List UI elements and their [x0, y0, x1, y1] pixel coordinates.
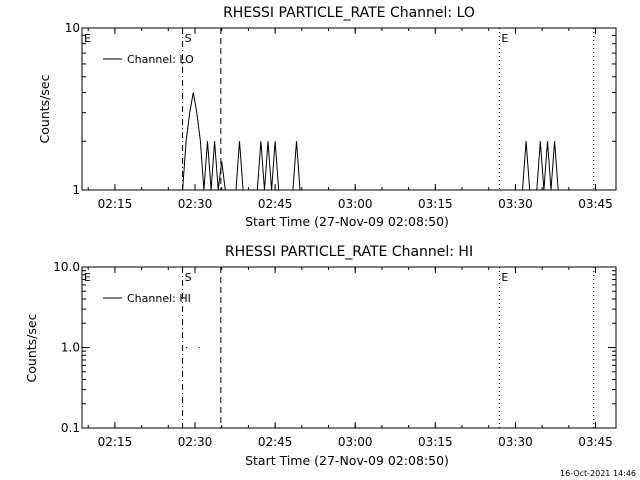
legend-entry: Channel: LO: [127, 53, 194, 66]
x-tick-label: 02:30: [178, 197, 213, 211]
y-tick-label: 1.0: [61, 341, 80, 355]
x-tick-label: 02:15: [98, 197, 133, 211]
marker-label: E: [501, 271, 508, 284]
series-line: [182, 92, 559, 191]
marker-label: E: [84, 271, 91, 284]
chart-panel-hi: RHESSI PARTICLE_RATE Channel: HI 02:15 02…: [24, 244, 617, 468]
x-tick-label: 03:30: [498, 197, 533, 211]
y-axis-label: Counts/sec: [37, 74, 52, 143]
chart-panel-lo: RHESSI PARTICLE_RATE Channel: LO 02:15 02…: [37, 5, 617, 229]
y-tick-label: 10: [65, 21, 80, 35]
y-tick-label: 0.1: [61, 421, 80, 435]
x-tick-label: 02:45: [258, 435, 293, 449]
x-axis-label: Start Time (27-Nov-09 02:08:50): [245, 214, 449, 229]
x-tick-label: 02:45: [258, 197, 293, 211]
marker-label: S: [185, 32, 192, 45]
legend: Channel: LO: [103, 53, 194, 66]
chart-title: RHESSI PARTICLE_RATE Channel: LO: [223, 5, 475, 21]
x-tick-label: 03:30: [498, 435, 533, 449]
x-axis-label: Start Time (27-Nov-09 02:08:50): [245, 453, 449, 468]
x-tick-label: 03:00: [338, 197, 373, 211]
marker-label: E: [84, 32, 91, 45]
footer-timestamp: 16-Oct-2021 14:46: [560, 469, 636, 478]
x-tick-label: 03:15: [418, 197, 453, 211]
x-tick-label: 03:45: [578, 197, 613, 211]
chart-title: RHESSI PARTICLE_RATE Channel: HI: [225, 244, 473, 260]
x-tick-label: 02:30: [178, 435, 213, 449]
y-axis-label: Counts/sec: [24, 313, 39, 382]
x-tick-label: 03:15: [418, 435, 453, 449]
marker-label: S: [185, 271, 192, 284]
x-tick-label: 03:45: [578, 435, 613, 449]
x-tick-label: 02:15: [98, 435, 133, 449]
y-tick-label: 1: [72, 183, 80, 197]
legend: Channel: HI: [103, 292, 191, 305]
y-tick-label: 10.0: [53, 260, 80, 274]
x-tick-label: 03:00: [338, 435, 373, 449]
marker-label: E: [501, 32, 508, 45]
legend-entry: Channel: HI: [127, 292, 191, 305]
